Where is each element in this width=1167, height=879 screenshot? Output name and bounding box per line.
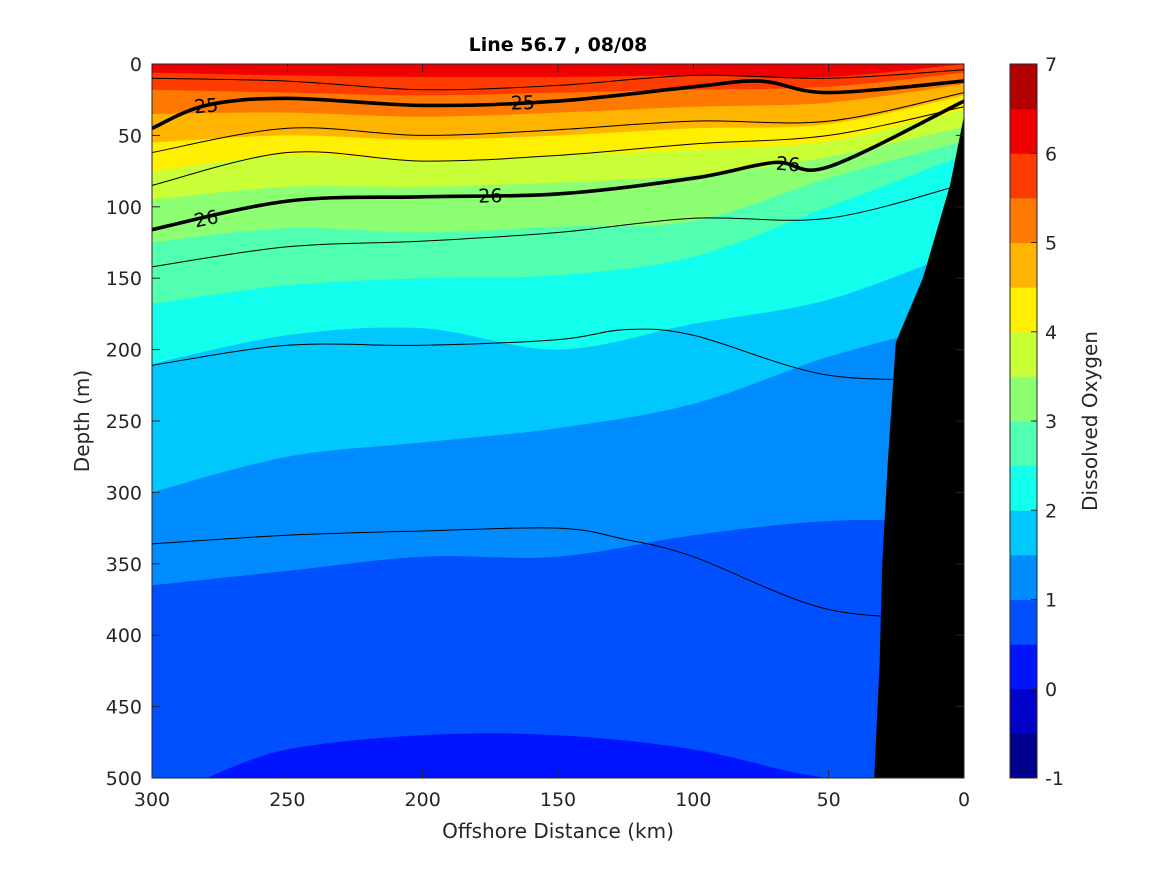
y-tick-label: 50 [118, 125, 142, 147]
colorbar-swatch [1010, 376, 1037, 422]
plot-area: 25 25 26 26 26 [152, 64, 964, 778]
density-contour [152, 69, 964, 91]
colorbar-swatch [1010, 108, 1037, 154]
y-tick-label: 100 [106, 197, 142, 219]
colorbar-tick-label: 7 [1045, 54, 1057, 76]
colorbar-tick-label: 3 [1045, 411, 1057, 433]
density-contour [152, 527, 964, 619]
y-tick-label: 500 [106, 768, 142, 790]
density-contour-label: 26 [192, 206, 220, 233]
x-axis: 300 250 200 150 100 50 0 [134, 64, 970, 811]
colorbar-tick-label: 0 [1045, 679, 1057, 701]
colorbar-tick-label: 4 [1045, 322, 1057, 344]
density-contour-label: 26 [478, 185, 503, 208]
colorbar-label: Dissolved Oxygen [1078, 331, 1102, 511]
density-contour-label: 25 [510, 92, 535, 115]
colorbar-tick-label: 6 [1045, 143, 1057, 165]
colorbar-tick-label: -1 [1045, 768, 1064, 790]
colorbar-swatch [1010, 197, 1037, 243]
colorbar-tick-label: 1 [1045, 590, 1057, 612]
x-axis-label: Offshore Distance (km) [442, 819, 674, 843]
colorbar-swatch [1010, 554, 1037, 600]
colorbar-swatch [1010, 599, 1037, 645]
bathymetry [828, 117, 964, 778]
colorbar-swatch [1010, 644, 1037, 690]
x-tick-label: 0 [958, 789, 970, 811]
density-contour [152, 79, 964, 130]
density-contour [152, 92, 964, 153]
colorbar-swatch [1010, 153, 1037, 199]
colorbar-swatch [1010, 242, 1037, 288]
y-tick-label: 200 [106, 340, 142, 362]
density-contour [152, 328, 964, 380]
x-tick-label: 250 [269, 789, 305, 811]
y-tick-label: 400 [106, 625, 142, 647]
oxygen-band [206, 733, 964, 778]
density-contour [152, 99, 964, 232]
colorbar-swatch [1010, 331, 1037, 377]
colorbar: -1 0 1 2 3 4 5 6 7 [1009, 54, 1064, 790]
y-tick-label: 250 [106, 411, 142, 433]
x-tick-label: 300 [134, 789, 170, 811]
y-tick-label: 350 [106, 554, 142, 576]
density-contour [152, 106, 964, 186]
x-tick-label: 150 [540, 789, 576, 811]
y-tick-label: 300 [106, 482, 142, 504]
colorbar-swatch [1010, 64, 1037, 110]
y-tick-label: 150 [106, 268, 142, 290]
colorbar-swatch [1010, 688, 1037, 734]
chart-title: Line 56.7 , 08/08 [469, 34, 648, 56]
density-contour-label: 25 [193, 94, 219, 118]
colorbar-swatch [1010, 421, 1037, 467]
x-tick-label: 100 [675, 789, 711, 811]
colorbar-tick-label: 2 [1045, 500, 1057, 522]
colorbar-swatch [1010, 733, 1037, 779]
y-tick-label: 0 [130, 54, 142, 76]
y-axis: 0 50 100 150 200 250 300 350 400 450 500 [106, 54, 964, 790]
colorbar-swatch [1010, 287, 1037, 333]
density-contour-label: 26 [775, 153, 801, 177]
colorbar-swatch [1010, 465, 1037, 511]
y-axis-label: Depth (m) [70, 370, 94, 472]
oxygen-band [152, 519, 964, 778]
x-tick-label: 200 [405, 789, 441, 811]
colorbar-swatch [1010, 510, 1037, 556]
x-tick-label: 50 [817, 789, 841, 811]
colorbar-tick-label: 5 [1045, 233, 1057, 255]
y-tick-label: 450 [106, 697, 142, 719]
density-contour [152, 183, 964, 268]
